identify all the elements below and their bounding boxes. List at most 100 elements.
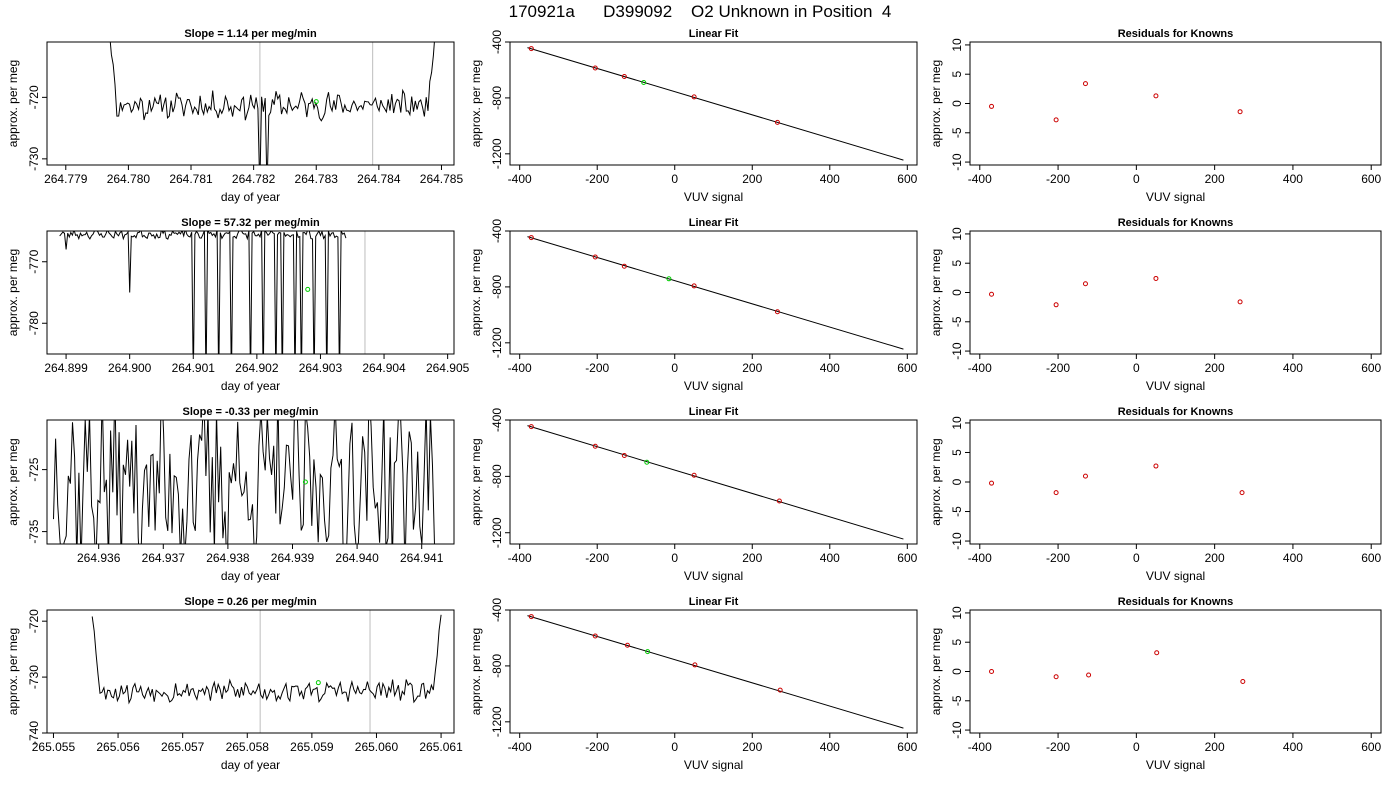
residual-point: [1237, 109, 1243, 115]
x-tick-label: 264.940: [335, 551, 379, 565]
unknown-point: [641, 80, 647, 86]
panel-title: Residuals for Knowns: [1118, 406, 1234, 418]
x-tick-label: 600: [1361, 361, 1381, 375]
y-tick-label: -780: [27, 311, 41, 335]
plot-area: [989, 463, 1245, 496]
residual-point: [1086, 672, 1092, 678]
x-tick-label: 264.904: [362, 361, 406, 375]
x-tick-label: 200: [1205, 551, 1225, 565]
y-tick-label: -5: [950, 695, 964, 706]
y-tick-label: -770: [27, 249, 41, 273]
x-tick-label: 200: [1205, 172, 1225, 186]
plot-frame: [509, 609, 918, 734]
residual-point: [1153, 275, 1159, 281]
y-tick-label: -720: [27, 85, 41, 109]
known-point: [691, 283, 697, 289]
y-tick-label: -740: [27, 721, 41, 745]
y-tick-label: 5: [950, 71, 964, 78]
x-tick-label: 264.938: [206, 551, 250, 565]
unknown-marker: [305, 286, 311, 292]
plot-area: [91, 610, 442, 733]
x-axis-label: day of year: [221, 758, 280, 772]
y-tick-label: 5: [950, 260, 964, 267]
x-tick-label: 0: [1133, 361, 1140, 375]
x-tick-label: 264.901: [172, 361, 216, 375]
plot-area: [989, 81, 1243, 123]
x-tick-label: 600: [897, 551, 917, 565]
unknown-point: [644, 459, 650, 465]
panel-title: Residuals for Knowns: [1118, 28, 1234, 40]
x-axis-label: VUV signal: [684, 379, 743, 393]
plot-frame: [509, 41, 918, 166]
x-tick-label: -400: [508, 740, 532, 754]
residual-point: [989, 480, 995, 486]
y-tick-label: -730: [27, 665, 41, 689]
trace-line: [59, 231, 347, 354]
y-axis-label: approx. per meg: [469, 628, 483, 715]
known-point: [528, 235, 534, 241]
panel-title: Linear Fit: [689, 406, 739, 418]
x-tick-label: 400: [1283, 551, 1303, 565]
x-tick-label: 0: [671, 551, 678, 565]
x-tick-label: -200: [1046, 551, 1070, 565]
x-tick-label: 264.783: [295, 172, 339, 186]
x-tick-label: 200: [742, 551, 762, 565]
x-tick-label: -200: [1046, 172, 1070, 186]
unknown-marker: [313, 99, 319, 105]
residual-point: [1082, 473, 1088, 479]
panel-resid-1: Residuals for Knowns VUV signal approx. pe…: [929, 28, 1382, 204]
x-tick-label: 200: [742, 361, 762, 375]
panel-title: Residuals for Knowns: [1118, 217, 1234, 229]
y-tick-label: -400: [490, 408, 504, 432]
plot-frame: [969, 230, 1382, 355]
plot-area: [53, 420, 435, 544]
residual-point: [1240, 678, 1246, 684]
known-point: [692, 662, 698, 668]
x-tick-label: 200: [1205, 740, 1225, 754]
x-tick-label: 265.058: [226, 740, 270, 754]
plot-frame: [46, 41, 455, 166]
y-tick-label: -10: [950, 721, 964, 739]
x-tick-label: 0: [1133, 740, 1140, 754]
y-axis-label: approx. per meg: [929, 628, 943, 715]
y-tick-label: -720: [27, 609, 41, 633]
residual-point: [1053, 302, 1059, 308]
x-tick-label: 600: [1361, 172, 1381, 186]
x-tick-label: 400: [1283, 172, 1303, 186]
x-tick-label: 265.059: [290, 740, 334, 754]
x-tick-label: 265.061: [419, 740, 463, 754]
x-tick-label: 265.057: [161, 740, 205, 754]
y-tick-label: 0: [950, 668, 964, 675]
y-tick-label: 5: [950, 639, 964, 646]
known-point: [691, 472, 697, 478]
x-tick-label: 264.781: [169, 172, 213, 186]
y-tick-label: -800: [490, 654, 504, 678]
y-tick-label: 10: [950, 606, 964, 620]
y-tick-label: -10: [950, 342, 964, 360]
y-tick-label: 10: [950, 416, 964, 430]
y-tick-label: 0: [950, 478, 964, 485]
residual-point: [1239, 490, 1245, 496]
panel-title: Slope = 57.32 per meg/min: [181, 217, 320, 229]
known-point: [528, 424, 534, 430]
x-tick-label: -200: [585, 551, 609, 565]
known-point: [624, 642, 630, 648]
panel-title: Linear Fit: [689, 28, 739, 40]
x-tick-label: 264.903: [299, 361, 343, 375]
x-tick-label: -400: [968, 740, 992, 754]
y-axis-label: approx. per meg: [6, 249, 20, 336]
y-axis-label: approx. per meg: [6, 438, 20, 525]
fit-line: [527, 615, 904, 729]
y-axis-label: approx. per meg: [929, 60, 943, 147]
x-tick-label: -200: [1046, 361, 1070, 375]
x-tick-label: 264.784: [357, 172, 401, 186]
x-tick-label: 600: [1361, 551, 1381, 565]
x-tick-label: 265.055: [32, 740, 76, 754]
plot-frame: [969, 609, 1382, 734]
y-tick-label: -730: [27, 147, 41, 171]
x-tick-label: 0: [671, 172, 678, 186]
residual-point: [989, 291, 995, 297]
x-tick-label: 400: [820, 172, 840, 186]
